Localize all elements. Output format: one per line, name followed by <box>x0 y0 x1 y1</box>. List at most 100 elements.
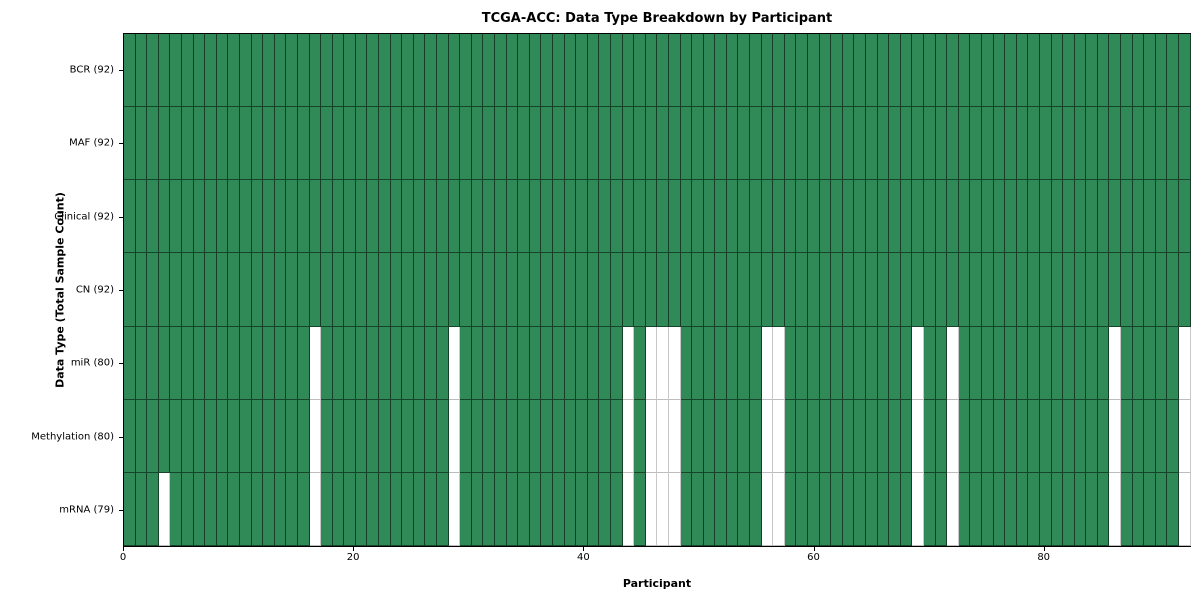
cell-cn-p24 <box>402 253 414 327</box>
cell-bcr-p75 <box>993 34 1006 108</box>
cell-bcr-p34 <box>518 34 530 108</box>
cell-mir-p39 <box>576 326 588 400</box>
cell-clinical-p21 <box>367 180 380 254</box>
cell-mir-p77 <box>1016 326 1029 400</box>
cell-methylation-p63 <box>854 399 866 473</box>
cell-methylation-p65 <box>877 399 890 473</box>
cell-mrna-p33 <box>506 472 519 546</box>
cell-maf-p11 <box>251 107 264 181</box>
cell-methylation-p25 <box>413 399 426 473</box>
cell-methylation-p4 <box>170 399 182 473</box>
cell-maf-p44 <box>634 107 646 181</box>
cell-mrna-p36 <box>541 472 553 546</box>
cell-methylation-p45 <box>645 399 658 473</box>
y-tick-label-mrna: mRNA (79) <box>59 504 114 516</box>
cell-mrna-p65 <box>877 472 890 546</box>
cell-maf-p49 <box>692 107 704 181</box>
cell-mrna-p76 <box>1005 472 1017 546</box>
cell-mir-p86 <box>1121 326 1133 400</box>
cell-cn-p3 <box>158 253 171 327</box>
cell-mir-p3 <box>158 326 171 400</box>
cell-mrna-p39 <box>576 472 588 546</box>
cell-methylation-p80 <box>1051 399 1064 473</box>
cell-mir-p18 <box>332 326 345 400</box>
cell-maf-p28 <box>448 107 461 181</box>
cell-cn-p40 <box>587 253 600 327</box>
cell-mrna-p45 <box>645 472 658 546</box>
cell-methylation-p81 <box>1063 399 1075 473</box>
cell-bcr-p91 <box>1179 34 1191 108</box>
cell-mrna-p77 <box>1016 472 1029 546</box>
cell-mir-p41 <box>599 326 611 400</box>
cell-mrna-p11 <box>251 472 264 546</box>
cell-cn-p73 <box>970 253 982 327</box>
cell-mrna-p20 <box>355 472 368 546</box>
cell-mrna-p34 <box>518 472 530 546</box>
cell-mrna-p74 <box>981 472 994 546</box>
y-tick-mark <box>119 290 123 291</box>
cell-bcr-p50 <box>703 34 716 108</box>
cell-mrna-p88 <box>1144 472 1156 546</box>
cell-bcr-p74 <box>981 34 994 108</box>
cell-methylation-p69 <box>923 399 936 473</box>
cell-bcr-p14 <box>286 34 298 108</box>
heatmap-row-mrna <box>124 472 1191 546</box>
cell-mrna-p42 <box>610 472 623 546</box>
cell-clinical-p65 <box>877 180 890 254</box>
cell-mir-p6 <box>193 326 206 400</box>
cell-methylation-p72 <box>958 399 971 473</box>
cell-clinical-p2 <box>147 180 159 254</box>
cell-methylation-p55 <box>761 399 774 473</box>
cell-clinical-p15 <box>297 180 310 254</box>
cell-bcr-p2 <box>147 34 159 108</box>
cell-bcr-p57 <box>784 34 797 108</box>
cell-bcr-p67 <box>900 34 913 108</box>
cell-cn-p18 <box>332 253 345 327</box>
cell-mrna-p56 <box>773 472 785 546</box>
cell-clinical-p50 <box>703 180 716 254</box>
cell-cn-p15 <box>297 253 310 327</box>
cell-cn-p64 <box>866 253 878 327</box>
cell-maf-p56 <box>773 107 785 181</box>
cell-methylation-p42 <box>610 399 623 473</box>
cell-maf-p38 <box>564 107 577 181</box>
x-tick-label-0: 0 <box>119 552 127 563</box>
cell-cn-p43 <box>622 253 635 327</box>
cell-maf-p33 <box>506 107 519 181</box>
cell-clinical-p60 <box>819 180 832 254</box>
cell-mir-p61 <box>831 326 843 400</box>
cell-methylation-p17 <box>321 399 333 473</box>
cell-bcr-p54 <box>750 34 762 108</box>
cell-clinical-p63 <box>854 180 866 254</box>
cell-mrna-p87 <box>1132 472 1145 546</box>
cell-mrna-p8 <box>216 472 229 546</box>
cell-mrna-p72 <box>958 472 971 546</box>
cell-cn-p90 <box>1167 253 1180 327</box>
cell-bcr-p17 <box>321 34 333 108</box>
cell-bcr-p35 <box>529 34 542 108</box>
cell-methylation-p18 <box>332 399 345 473</box>
cell-mir-p19 <box>344 326 356 400</box>
cell-mrna-p90 <box>1167 472 1180 546</box>
cell-methylation-p8 <box>216 399 229 473</box>
cell-maf-p76 <box>1005 107 1017 181</box>
cell-mir-p65 <box>877 326 890 400</box>
cell-clinical-p9 <box>228 180 240 254</box>
cell-mir-p34 <box>518 326 530 400</box>
cell-clinical-p14 <box>286 180 298 254</box>
cell-mir-p12 <box>263 326 275 400</box>
cell-clinical-p39 <box>576 180 588 254</box>
cell-methylation-p77 <box>1016 399 1029 473</box>
cell-mir-p14 <box>286 326 298 400</box>
cell-bcr-p6 <box>193 34 206 108</box>
cell-clinical-p42 <box>610 180 623 254</box>
cell-bcr-p61 <box>831 34 843 108</box>
cell-bcr-p46 <box>657 34 669 108</box>
cell-methylation-p78 <box>1028 399 1040 473</box>
cell-mrna-p24 <box>402 472 414 546</box>
cell-maf-p80 <box>1051 107 1064 181</box>
cell-clinical-p57 <box>784 180 797 254</box>
cell-maf-p90 <box>1167 107 1180 181</box>
cell-mrna-p38 <box>564 472 577 546</box>
cell-clinical-p23 <box>390 180 403 254</box>
